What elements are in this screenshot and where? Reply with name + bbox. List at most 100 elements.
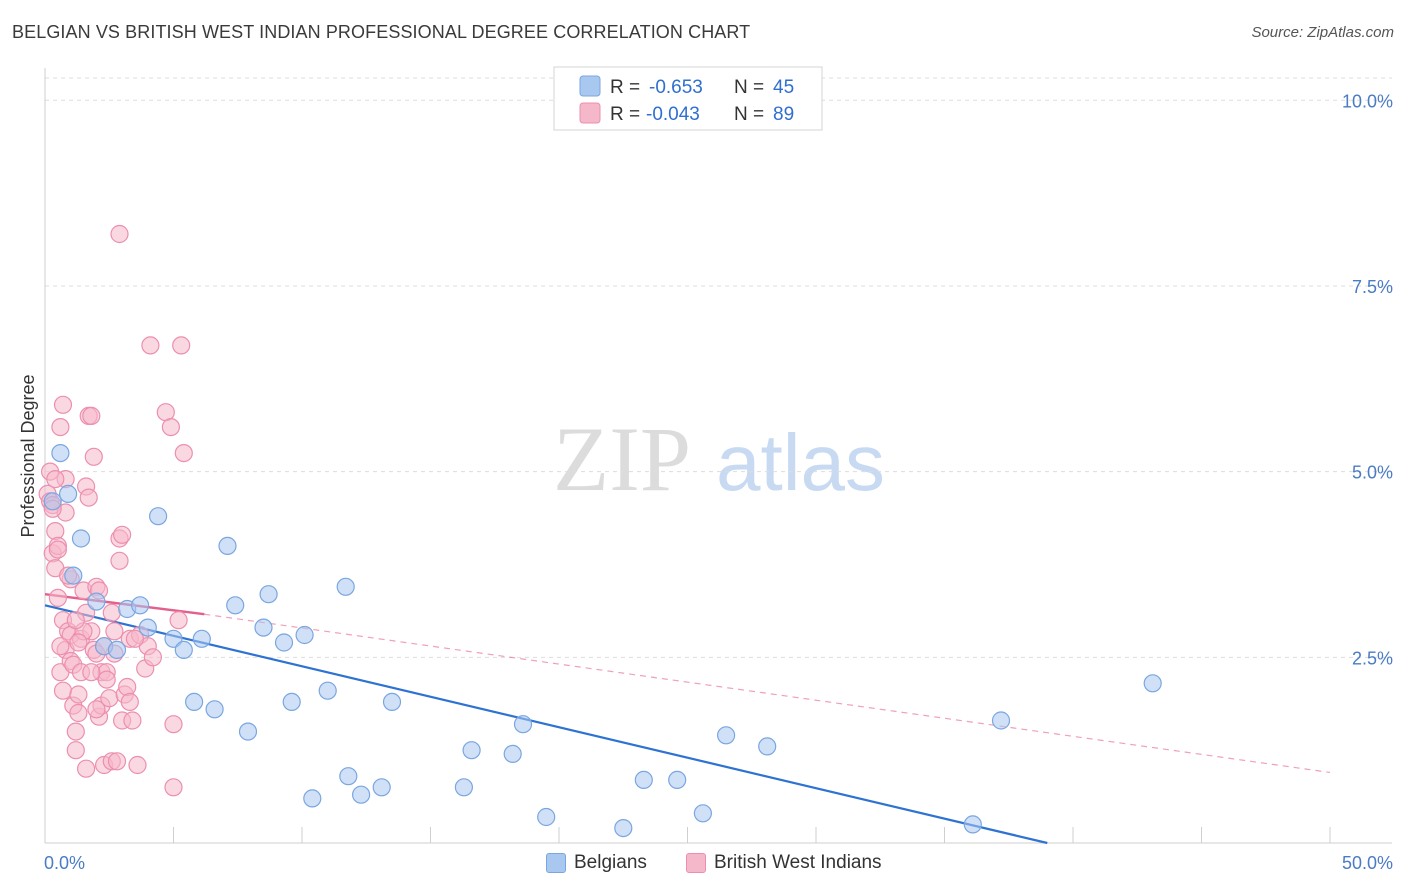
legend-n-label: N = — [734, 77, 764, 98]
british-west-indian-point — [169, 611, 188, 630]
y-axis-label: Professional Degree — [18, 374, 38, 537]
watermark-atlas: atlas — [716, 418, 885, 507]
trend-line-belgians — [44, 604, 1048, 845]
belgian-point — [963, 815, 982, 834]
belgian-point — [43, 492, 62, 511]
bottom-legend: Belgians British West Indians — [0, 850, 1406, 880]
british-west-indian-point — [102, 603, 121, 622]
x-tick-label: 50.0% — [1342, 853, 1393, 873]
belgian-point — [303, 789, 322, 808]
chart-title: BELGIAN VS BRITISH WEST INDIAN PROFESSIO… — [12, 22, 751, 42]
belgian-point — [149, 507, 168, 526]
british-west-indian-point — [128, 755, 147, 775]
belgian-point — [58, 484, 78, 503]
x-tick-label: 0.0% — [44, 853, 85, 873]
british-west-indian-point — [48, 540, 68, 559]
british-west-indian-point — [110, 551, 129, 570]
legend-swatch-british-west-indians — [686, 853, 706, 873]
belgian-point — [107, 640, 127, 660]
british-west-indian-point — [118, 677, 137, 697]
gridlines — [45, 77, 1392, 658]
legend-r-value: -0.653 — [649, 77, 703, 98]
belgian-point — [336, 577, 355, 596]
belgian-point — [174, 640, 193, 660]
belgian-point — [634, 770, 653, 790]
belgian-point — [295, 625, 314, 645]
belgian-point — [259, 585, 278, 604]
trend-lines — [44, 592, 1331, 845]
british-west-indian-point — [87, 700, 106, 719]
belgian-point — [318, 681, 337, 700]
legend-n-value: 89 — [773, 104, 794, 125]
belgian-point — [537, 807, 556, 827]
axes: 2.5% 5.0% 7.5% 10.0% 0.0% 50.0% — [44, 68, 1393, 873]
british-west-indian-point — [51, 418, 70, 437]
british-west-indian-point — [79, 488, 98, 507]
british-west-indian-point — [66, 741, 85, 760]
british-west-indian-point — [84, 447, 103, 466]
legend-r-value: -0.043 — [646, 104, 700, 125]
legend-box: R = -0.653 N = 45 R = -0.043 N = 89 — [553, 66, 823, 131]
british-west-indian-point — [125, 629, 144, 648]
belgian-point — [138, 618, 157, 637]
british-west-indian-point — [69, 685, 88, 704]
legend-n-value: 45 — [773, 77, 794, 98]
british-west-indian-point — [164, 778, 183, 797]
belgian-point — [716, 726, 736, 745]
belgian-point — [462, 741, 481, 760]
legend-r-label: R = — [610, 77, 640, 98]
belgian-point — [87, 592, 106, 611]
british-west-indian-point — [53, 395, 73, 414]
belgian-point — [339, 767, 358, 786]
british-west-indian-point — [141, 336, 160, 355]
belgian-point — [71, 529, 91, 548]
british-west-indian-point — [120, 692, 139, 712]
british-west-indian-point — [107, 752, 127, 771]
belgian-point — [454, 778, 473, 797]
belgian-point — [668, 770, 687, 790]
belgian-point — [274, 633, 294, 652]
legend-swatch-belgians — [546, 853, 566, 873]
british-west-indian-point — [174, 444, 193, 463]
british-west-indian-point — [82, 406, 101, 425]
belgian-point — [226, 596, 245, 615]
british-west-indian-point — [46, 521, 65, 541]
belgian-point — [64, 566, 83, 585]
trend-line-extension — [204, 613, 1331, 774]
y-tick-label: 10.0% — [1342, 91, 1393, 111]
legend-item-british-west-indians: British West Indians — [686, 852, 882, 874]
british-west-indian-point — [112, 525, 132, 544]
belgian-point — [693, 804, 713, 823]
belgian-point — [758, 737, 777, 756]
british-west-indian-point — [97, 670, 116, 689]
legend-swatch-belgians — [579, 75, 601, 97]
belgian-point — [192, 629, 211, 648]
belgian-point — [238, 722, 258, 741]
y-tick-label: 5.0% — [1352, 463, 1393, 483]
y-tick-label: 7.5% — [1352, 277, 1393, 297]
british-west-indian-point — [82, 663, 101, 682]
watermark-zip: ZIP — [553, 408, 691, 510]
british-west-indian-point — [105, 622, 124, 641]
belgian-point — [382, 692, 402, 712]
british-west-indian-point — [123, 711, 142, 730]
belgian-point — [185, 692, 204, 712]
belgian-point — [503, 744, 522, 764]
legend-n-label: N = — [734, 104, 764, 125]
british-west-indian-point — [66, 611, 85, 630]
belgian-point — [205, 700, 224, 719]
belgian-point — [218, 536, 237, 556]
british-west-indian-point — [76, 759, 96, 778]
legend-r-label: R = — [610, 104, 640, 125]
british-west-indian-point — [51, 637, 70, 656]
belgian-point — [254, 618, 273, 637]
british-west-indian-point — [69, 633, 88, 652]
y-tick-label: 2.5% — [1352, 648, 1393, 668]
british-west-indian-point — [46, 470, 65, 489]
british-west-indian-point — [66, 722, 85, 741]
belgian-point — [352, 785, 371, 804]
british-west-indian-point — [164, 715, 183, 734]
legend-label-belgians: Belgians — [574, 852, 647, 873]
belgian-point — [51, 444, 70, 463]
